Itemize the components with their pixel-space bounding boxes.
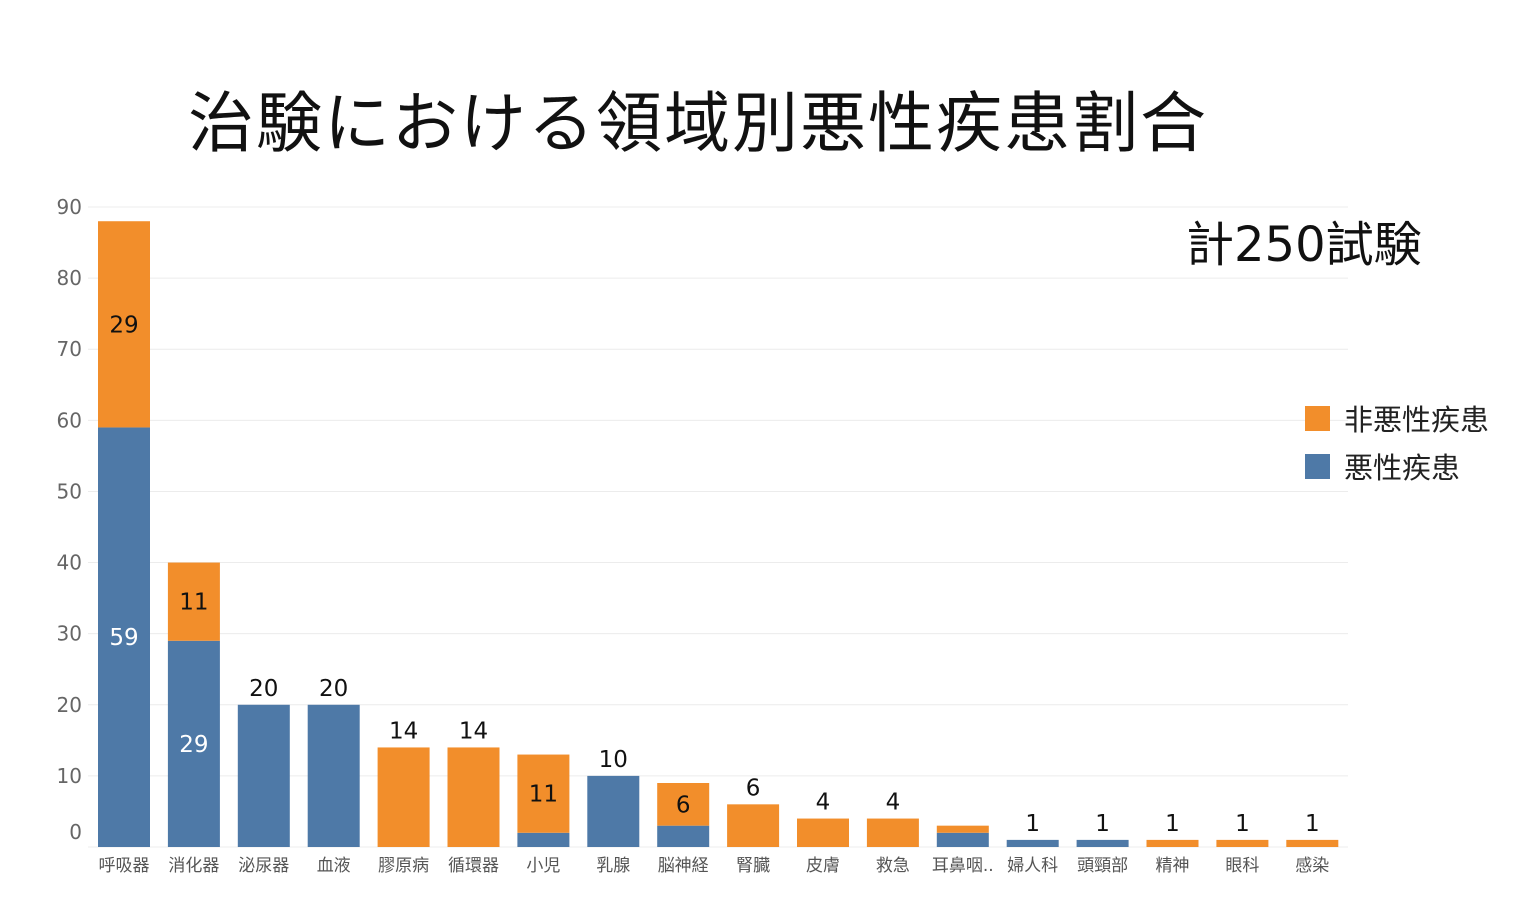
x-tick-label: 小児 — [526, 856, 560, 876]
x-tick-label: 精神 — [1156, 856, 1190, 876]
x-tick-label: 婦人科 — [1007, 856, 1058, 876]
y-tick-label: 90 — [57, 195, 82, 219]
bar-malignant — [587, 775, 640, 847]
legend-label-malignant: 悪性疾患 — [1344, 451, 1461, 485]
legend: 非悪性疾患 悪性疾患 — [1305, 394, 1489, 490]
y-tick-label: 20 — [57, 693, 82, 717]
bar-malignant — [1006, 839, 1059, 847]
bar-value-label: 29 — [179, 732, 208, 758]
bar-malignant — [237, 704, 290, 847]
legend-swatch-non-malignant — [1305, 405, 1330, 431]
bar-non-malignant — [1216, 839, 1269, 847]
x-tick-label: 循環器 — [448, 856, 499, 876]
bar-malignant — [657, 825, 710, 847]
x-tick-label: 消化器 — [168, 856, 219, 876]
total-trials-annotation: 計250試験 — [1186, 217, 1422, 273]
y-tick-label: 40 — [57, 551, 82, 575]
bar-non-malignant — [936, 825, 989, 833]
chart-title: 治験における領域別悪性疾患割合 — [188, 85, 1208, 162]
x-tick-label: 救急 — [876, 856, 910, 876]
bar-value-label: 20 — [319, 676, 348, 702]
bar-non-malignant — [1286, 839, 1339, 847]
y-tick-label: 30 — [57, 622, 82, 646]
bar-non-malignant — [167, 562, 220, 641]
bar-value-label: 1 — [1095, 811, 1110, 837]
bar-non-malignant — [727, 804, 780, 847]
y-tick-label: 80 — [57, 266, 82, 290]
legend-label-non-malignant: 非悪性疾患 — [1344, 403, 1490, 437]
bar-value-label: 1 — [1165, 811, 1180, 837]
bar-malignant — [1076, 839, 1129, 847]
bar-non-malignant — [98, 221, 150, 428]
bar-malignant — [517, 832, 570, 847]
bar-non-malignant — [1146, 839, 1199, 847]
bar-value-label: 4 — [816, 790, 831, 816]
x-tick-label: 皮膚 — [806, 856, 840, 876]
bar-non-malignant — [866, 818, 919, 847]
x-tick-label: 呼吸器 — [99, 856, 150, 876]
x-tick-label: 眼科 — [1225, 856, 1259, 876]
y-tick-label: 60 — [57, 408, 82, 432]
bar-non-malignant — [447, 747, 500, 847]
bar-non-malignant — [517, 754, 570, 833]
bar-value-label: 14 — [389, 718, 418, 744]
legend-item-malignant: 悪性疾患 — [1305, 442, 1489, 490]
bar-malignant — [936, 832, 989, 847]
bar-value-label: 6 — [746, 775, 761, 801]
bar-value-label: 29 — [109, 312, 138, 338]
bar-non-malignant — [797, 818, 849, 847]
y-tick-label: 10 — [57, 764, 82, 788]
bar-value-label: 1 — [1025, 811, 1040, 837]
x-tick-label: 腎臓 — [736, 856, 770, 876]
x-tick-label: 泌尿器 — [238, 856, 289, 876]
bar-non-malignant — [657, 783, 710, 826]
bar-value-label: 4 — [886, 790, 901, 816]
bar-value-label: 11 — [529, 782, 558, 808]
bar-non-malignant — [377, 747, 430, 847]
x-tick-label: 頭頸部 — [1077, 856, 1128, 876]
bar-value-label: 10 — [599, 747, 628, 773]
x-tick-label: 乳腺 — [596, 856, 630, 876]
x-tick-label: 耳鼻咽.. — [932, 856, 994, 876]
legend-swatch-malignant — [1305, 453, 1330, 479]
y-tick-label: 70 — [57, 337, 82, 361]
x-tick-label: 感染 — [1295, 856, 1329, 876]
bar-value-label: 14 — [459, 718, 488, 744]
x-tick-label: 膠原病 — [378, 856, 429, 876]
legend-item-non-malignant: 非悪性疾患 — [1305, 394, 1489, 442]
bar-value-label: 6 — [676, 792, 691, 818]
bar-value-label: 20 — [249, 676, 278, 702]
bar-value-label: 1 — [1305, 811, 1320, 837]
y-tick-label: 0 — [69, 820, 82, 844]
bar-value-label: 1 — [1235, 811, 1250, 837]
bar-malignant — [98, 427, 150, 847]
bar-value-label: 11 — [179, 590, 208, 616]
bar-malignant — [167, 640, 220, 847]
x-tick-label: 脳神経 — [658, 856, 709, 876]
x-tick-label: 血液 — [317, 856, 351, 876]
y-tick-label: 50 — [57, 479, 82, 503]
bar-malignant — [307, 704, 360, 847]
bar-value-label: 59 — [109, 625, 138, 651]
